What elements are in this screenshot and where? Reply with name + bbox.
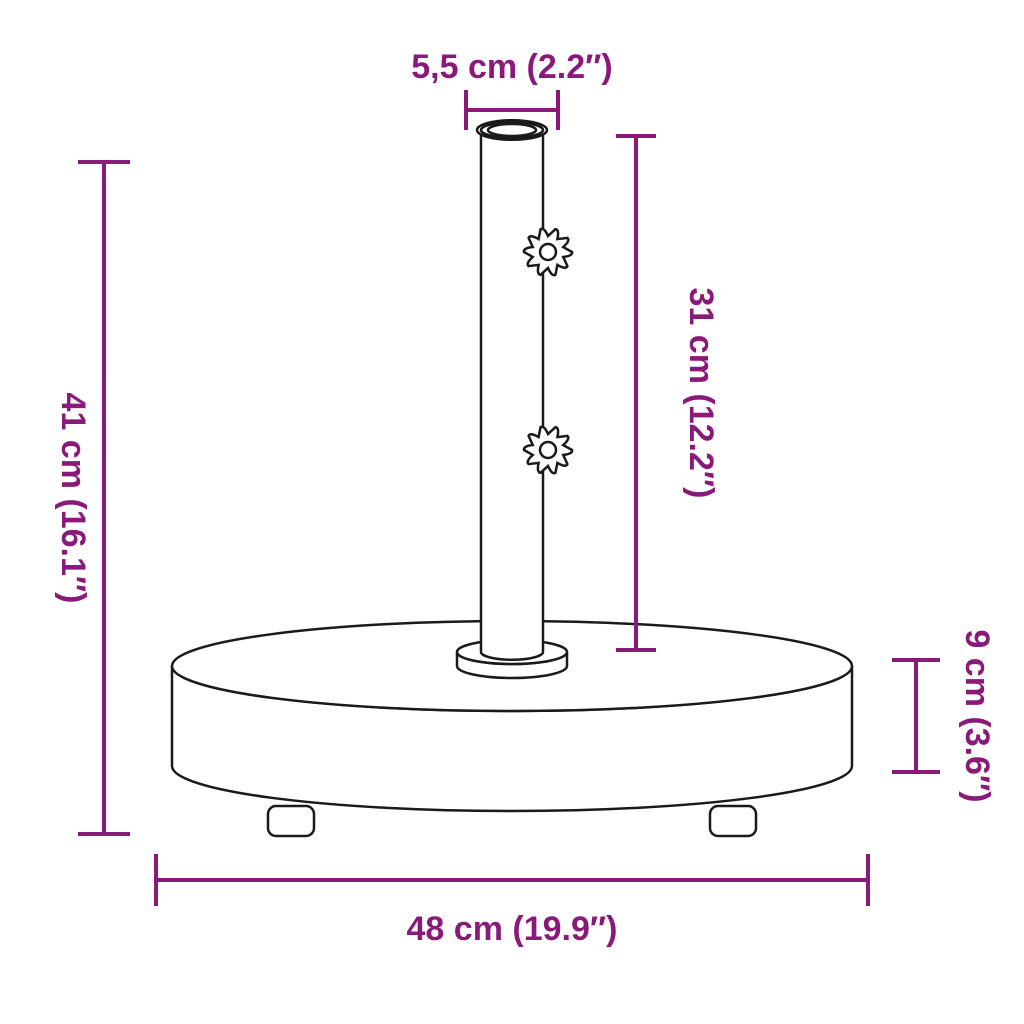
dim-total-height-label: 41 cm (16.1″) — [54, 393, 92, 604]
dim-tube-height-label: 31 cm (12.2″) — [682, 288, 720, 499]
dim-base-diameter: 48 cm (19.9″) — [156, 854, 868, 948]
tighten-knob-hub-0 — [540, 244, 556, 260]
dim-tube-diameter: 5,5 cm (2.2″) — [411, 48, 613, 130]
tighten-knob-hub-1 — [540, 442, 556, 458]
dim-base-thickness: 9 cm (3.6″) — [892, 629, 996, 802]
base-foot-1 — [710, 806, 756, 836]
dim-base-thickness-label: 9 cm (3.6″) — [958, 629, 996, 802]
base-foot-0 — [268, 806, 314, 836]
tube-cap-inner — [488, 124, 536, 136]
dim-tube-height: 31 cm (12.2″) — [616, 136, 720, 650]
dim-total-height: 41 cm (16.1″) — [54, 162, 130, 834]
dimension-diagram: 5,5 cm (2.2″) 31 cm (12.2″) 41 cm (16.1″) 9… — [0, 0, 1024, 1024]
dim-tube-diameter-label: 5,5 cm (2.2″) — [411, 48, 613, 86]
tube-body — [481, 130, 543, 660]
dim-base-diameter-label: 48 cm (19.9″) — [407, 910, 618, 948]
umbrella-base-drawing — [172, 120, 852, 836]
